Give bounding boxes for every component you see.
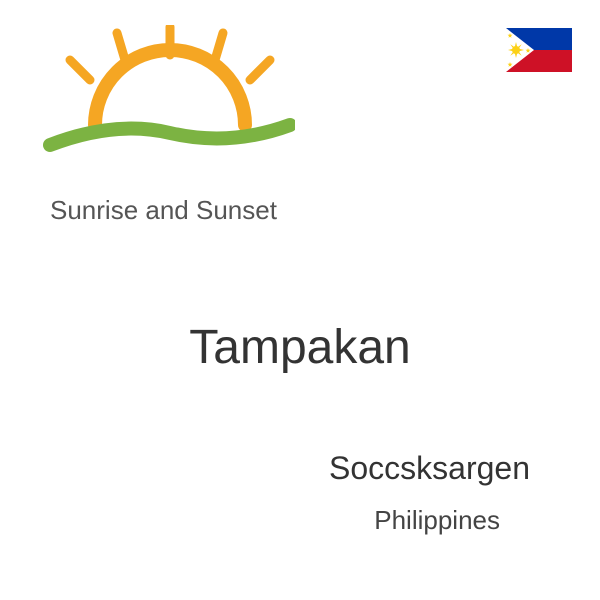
country-name: Philippines — [374, 505, 500, 536]
sun-icon — [35, 25, 295, 165]
philippines-flag-icon — [506, 28, 572, 72]
city-name: Tampakan — [0, 320, 600, 375]
tagline-text: Sunrise and Sunset — [50, 195, 277, 226]
region-name: Soccsksargen — [329, 450, 530, 487]
